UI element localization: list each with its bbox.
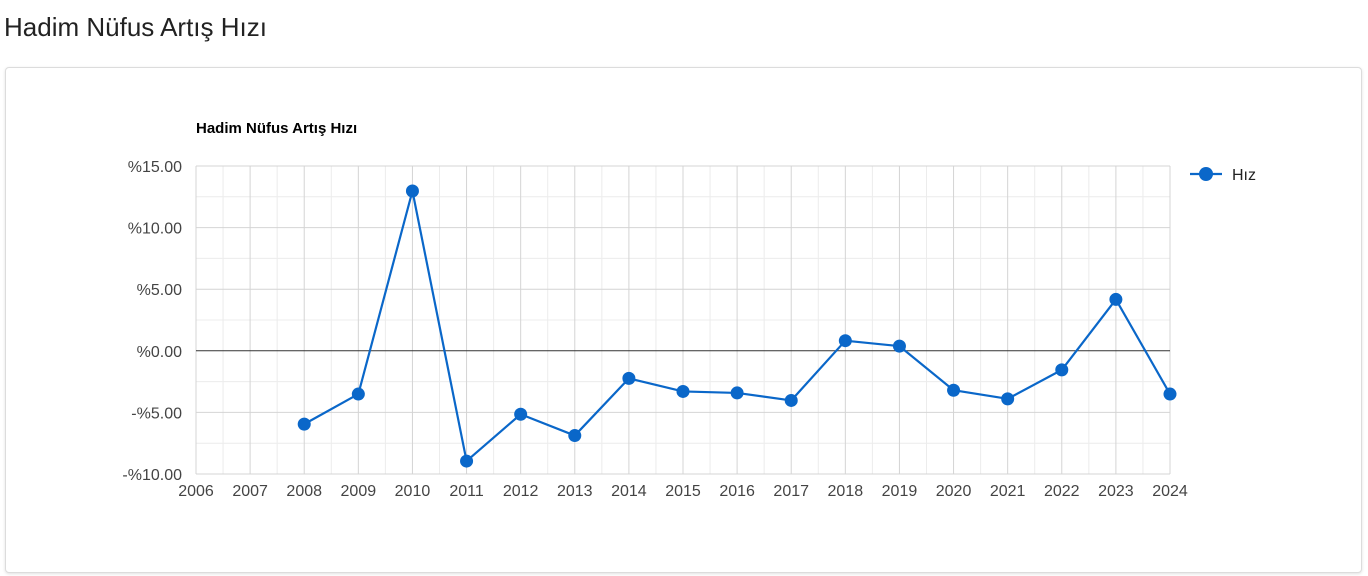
y-tick-label: -%10.00: [122, 467, 182, 484]
y-tick-label: %15.00: [128, 159, 182, 176]
data-point[interactable]: 2023: 4.17: [1109, 292, 1123, 306]
data-point[interactable]: 2024: -3.51: [1163, 387, 1177, 401]
x-tick-label: 2011: [449, 483, 484, 500]
chart-card: %15.00 %10.00 %5.00 %0.00 -%5.00 -%10.00 2006…: [5, 67, 1362, 573]
major-gridlines: [195, 165, 1171, 475]
legend-marker: [1199, 167, 1213, 181]
y-tick-label: %0.00: [137, 344, 182, 361]
page-title: Hadim Nüfus Artış Hızı: [4, 12, 267, 42]
data-point[interactable]: 2011: -8.95: [460, 454, 474, 468]
x-tick-label: 2018: [828, 483, 864, 500]
data-point[interactable]: 2015: -3.3: [676, 384, 690, 398]
x-tick-label: 2023: [1098, 483, 1134, 500]
data-point[interactable]: 2021: -3.9: [1001, 392, 1015, 406]
x-tick-label: 2014: [611, 483, 647, 500]
x-axis-ticks: 2006 2007 2008 2009 2010 2011 2012 2013 2014 2015…: [178, 483, 1188, 500]
x-tick-label: 2024: [1152, 483, 1188, 500]
data-point[interactable]: 2010: 12.97: [405, 184, 419, 198]
x-tick-label: 2010: [395, 483, 431, 500]
x-tick-label: 2016: [719, 483, 755, 500]
x-tick-label: 2006: [178, 483, 214, 500]
y-tick-label: %10.00: [128, 221, 182, 238]
chart-title: Hadim Nüfus Artış Hızı: [196, 120, 357, 137]
x-tick-label: 2015: [665, 483, 701, 500]
x-tick-label: 2012: [503, 483, 539, 500]
x-tick-label: 2007: [232, 483, 268, 500]
data-point[interactable]: 2009: -3.51: [351, 387, 365, 401]
data-point[interactable]: 2018: 0.82: [838, 334, 852, 348]
data-point[interactable]: 2020: -3.2: [947, 383, 961, 397]
x-tick-label: 2008: [286, 483, 322, 500]
y-axis-ticks: %15.00 %10.00 %5.00 %0.00 -%5.00 -%10.00: [122, 159, 182, 484]
y-tick-label: -%5.00: [131, 405, 182, 422]
x-tick-label: 2009: [341, 483, 377, 500]
data-point[interactable]: 2019: 0.38: [892, 339, 906, 353]
legend[interactable]: Hız: [1190, 167, 1256, 184]
data-point[interactable]: 2017: -4.03: [784, 393, 798, 407]
data-point[interactable]: 2013: -6.88: [568, 429, 582, 443]
series-layer: 2008: -5.95 2009: -3.51 2010: 12.97 2011: -…: [297, 184, 1177, 468]
x-tick-label: 2013: [557, 483, 593, 500]
x-tick-label: 2017: [773, 483, 809, 500]
x-tick-label: 2021: [990, 483, 1026, 500]
data-point[interactable]: 2012: -5.15: [514, 407, 528, 421]
data-point[interactable]: 2022: -1.55: [1055, 363, 1069, 377]
y-tick-label: %5.00: [137, 282, 182, 299]
x-tick-label: 2020: [936, 483, 972, 500]
legend-label: Hız: [1232, 167, 1256, 184]
x-tick-label: 2022: [1044, 483, 1080, 500]
data-point[interactable]: 2016: -3.42: [730, 386, 744, 400]
x-tick-label: 2019: [882, 483, 918, 500]
data-point[interactable]: 2014: -2.24: [622, 371, 636, 385]
line-chart: %15.00 %10.00 %5.00 %0.00 -%5.00 -%10.00 2006…: [122, 120, 1256, 500]
data-point[interactable]: 2008: -5.95: [297, 417, 311, 431]
